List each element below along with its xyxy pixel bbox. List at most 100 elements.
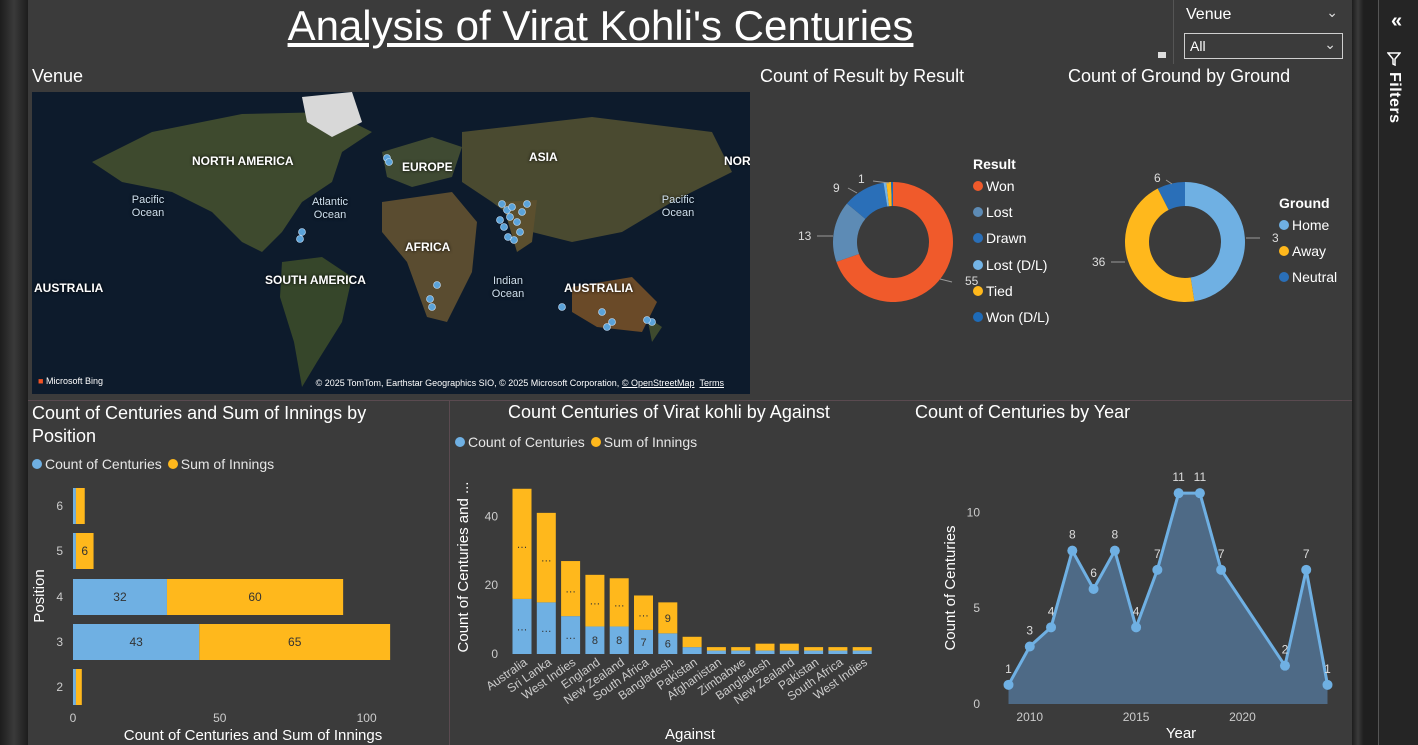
data-label: 11 — [1194, 470, 1207, 484]
venue-dot — [385, 158, 393, 166]
continent-label: EUROPE — [402, 160, 453, 174]
slicer-value: All — [1190, 38, 1206, 54]
venue-dot — [433, 281, 441, 289]
legend-dot-icon — [973, 207, 983, 217]
bar-centuries — [585, 626, 605, 654]
y-axis-title: Position — [31, 569, 48, 622]
section-divider — [449, 401, 450, 745]
bar-centuries — [852, 650, 872, 654]
x-tick-label: 0 — [70, 711, 77, 725]
bar-centuries — [536, 602, 556, 654]
bar-innings — [828, 647, 848, 651]
position-chart-title: Count of Centuries and Sum of Innings by… — [32, 403, 367, 446]
y-axis-title: Count of Centuries — [942, 525, 959, 650]
y-tick-label: 5 — [56, 544, 63, 558]
leader-line — [1165, 179, 1173, 185]
bar-innings — [755, 643, 775, 651]
ocean-label: Indian Ocean — [491, 275, 525, 300]
data-point — [1173, 488, 1184, 499]
bar-data-label: 60 — [248, 590, 262, 604]
y-tick-label: 5 — [973, 601, 980, 615]
legend-item-neutral[interactable]: Neutral — [1279, 269, 1337, 285]
bar-data-label: … — [565, 584, 576, 596]
report-page: Analysis of Virat Kohli's Centuries Venu… — [28, 0, 1352, 745]
result-donut-chart[interactable]: 55 13 9 1 — [760, 150, 980, 330]
bar-centuries — [804, 650, 824, 654]
venue-slicer[interactable]: Venue ⌄ All ⌄ — [1173, 0, 1352, 64]
y-tick-label: 4 — [56, 590, 63, 604]
bar-innings — [75, 488, 85, 524]
bar-data-label: 6 — [665, 639, 671, 651]
terms-link[interactable]: Terms — [699, 378, 725, 388]
y-tick-label: 2 — [56, 680, 63, 694]
legend-item-home[interactable]: Home — [1279, 217, 1329, 233]
data-point — [1003, 679, 1014, 690]
continent-label: NOR — [724, 154, 750, 168]
leader-line — [939, 278, 953, 283]
bar-innings — [75, 533, 94, 569]
legend-item-lost[interactable]: Lost — [973, 204, 1012, 220]
legend-item-centuries[interactable]: Count of Centuries — [455, 434, 585, 450]
legend-item-won[interactable]: Won — [973, 178, 1015, 194]
against-chart-title: Count Centuries of Virat kohli by Agains… — [508, 402, 830, 422]
ground-legend-title: Ground — [1279, 195, 1330, 211]
continent-label: AFRICA — [405, 240, 451, 254]
bar-data-label: 43 — [129, 635, 143, 649]
data-point — [1046, 622, 1057, 633]
legend-item-innings[interactable]: Sum of Innings — [590, 434, 697, 450]
filters-pane-label[interactable]: Filters — [1385, 52, 1403, 124]
dropdown-chevron-icon[interactable]: ⌄ — [1324, 36, 1336, 52]
report-title: Analysis of Virat Kohli's Centuries — [287, 2, 914, 49]
venue-dot — [523, 200, 531, 208]
venue-dot — [508, 203, 516, 211]
legend-dot-icon — [973, 233, 983, 243]
ground-chart-title: Count of Ground by Ground — [1068, 66, 1291, 86]
legend-dot-icon — [973, 260, 983, 270]
legend-item-innings[interactable]: Sum of Innings — [167, 456, 274, 472]
bar-data-label: 8 — [616, 635, 622, 647]
bar-innings — [75, 669, 82, 705]
bar-centuries — [634, 629, 653, 654]
legend-item-lost-dl[interactable]: Lost (D/L) — [973, 257, 1047, 273]
bar-innings — [779, 643, 799, 651]
osm-link[interactable]: © OpenStreetMap — [621, 378, 695, 388]
bing-logo: ■ Microsoft Bing — [38, 376, 103, 386]
map-title: Venue — [32, 66, 84, 86]
data-label: 1 — [858, 172, 865, 186]
bar-data-label: 9 — [665, 613, 671, 625]
data-point — [1109, 545, 1120, 556]
legend-item-won-dl[interactable]: Won (D/L) — [973, 309, 1050, 325]
canvas-gutter-left — [0, 0, 28, 745]
year-chart-title: Count of Centuries by Year — [915, 402, 1131, 422]
venue-dots — [296, 154, 656, 331]
year-area-chart[interactable]: 0 5 10 2010 2015 2020 1 3 4 8 6 8 4 7 11 11 7 2 7 1 Year Coun… — [910, 425, 1350, 745]
filter-funnel-icon — [1385, 52, 1403, 67]
ground-donut-chart[interactable]: 38 36 6 — [1068, 150, 1278, 330]
slicer-label: Venue — [1186, 6, 1232, 23]
venue-dot — [496, 216, 504, 224]
venue-map[interactable]: NORTH AMERICA EUROPE ASIA NOR AFRICA SOU… — [32, 92, 750, 394]
data-label: 1 — [1324, 662, 1331, 676]
section-divider — [28, 400, 1352, 401]
legend-item-drawn[interactable]: Drawn — [973, 230, 1026, 246]
y-tick-label: 0 — [491, 647, 498, 661]
venue-dot — [513, 218, 521, 226]
bar-data-label: 6 — [81, 544, 88, 558]
collapse-pane-icon[interactable]: « — [1391, 10, 1403, 32]
legend-item-centuries[interactable]: Count of Centuries — [32, 456, 162, 472]
legend-item-away[interactable]: Away — [1279, 243, 1326, 259]
focus-mode-icon[interactable] — [1158, 52, 1166, 58]
venue-dot — [603, 323, 611, 331]
bar-innings — [682, 636, 702, 648]
venue-dot — [500, 223, 508, 231]
report-canvas: Analysis of Virat Kohli's Centuries Venu… — [0, 0, 1364, 745]
filters-pane[interactable]: « Filters — [1378, 0, 1418, 745]
slicer-dropdown[interactable]: All ⌄ — [1184, 33, 1343, 59]
chevron-down-icon[interactable]: ⌄ — [1326, 4, 1338, 20]
legend-item-tied[interactable]: Tied — [973, 283, 1013, 299]
venue-dot — [558, 303, 566, 311]
donut-slice-won — [836, 182, 953, 302]
europe-shape — [382, 137, 462, 187]
